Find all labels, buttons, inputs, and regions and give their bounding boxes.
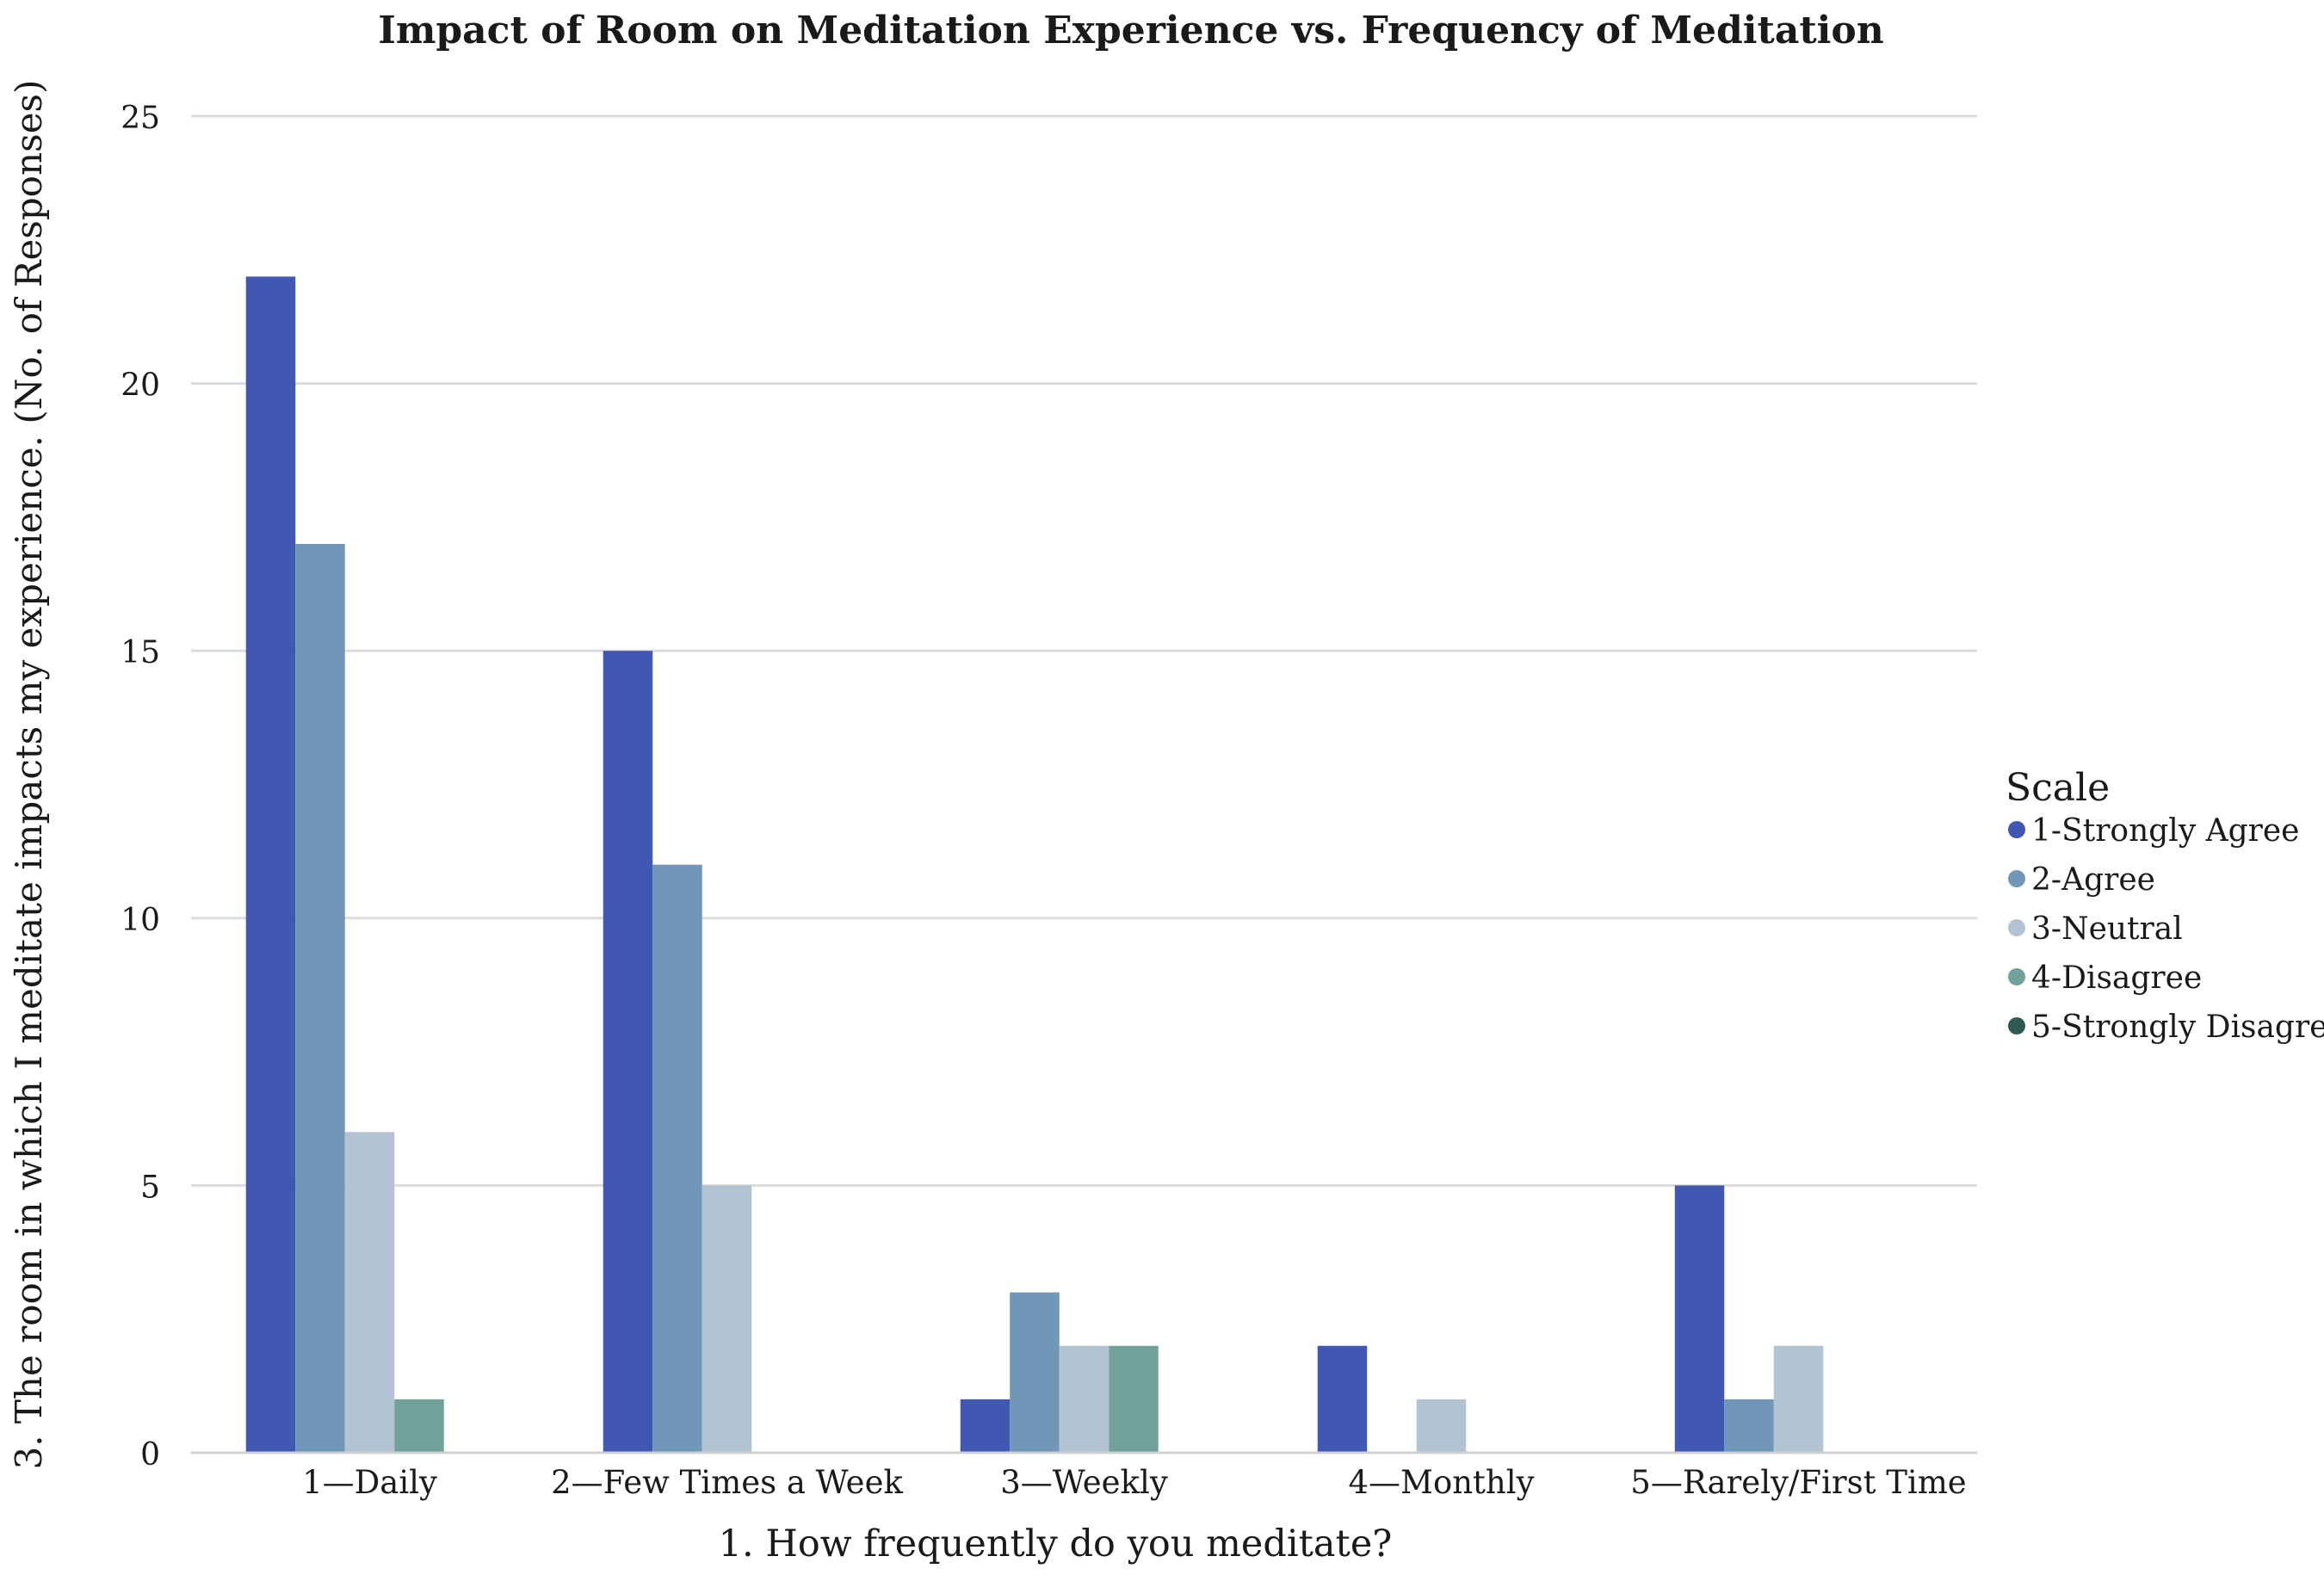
bar	[245, 276, 296, 1453]
x-axis-title: 1. How frequently do you meditate?	[719, 1522, 1393, 1566]
legend: 1-Strongly Agree 2-Agree 3-Neutral 4-Disagr…	[2008, 813, 2324, 1045]
x-tick-label: 5—Rarely/First Time	[1630, 1464, 1966, 1501]
y-tick-label: 25	[121, 101, 160, 136]
x-tick-label: 2—Few Times a Week	[551, 1464, 903, 1501]
legend-label: 3-Neutral	[2031, 911, 2183, 947]
legend-title: Scale	[2006, 766, 2110, 810]
bar	[702, 1185, 752, 1453]
legend-swatch	[2008, 821, 2025, 838]
x-tick-label: 3—Weekly	[1000, 1464, 1168, 1501]
y-tick-label: 0	[140, 1437, 160, 1473]
bar	[652, 864, 702, 1453]
legend-label: 4-Disagree	[2031, 960, 2202, 996]
bar-layer	[245, 276, 1824, 1454]
legend-swatch	[2008, 919, 2025, 936]
axis-layer: 0 5 10 15 20 25 1—Daily 2—Few Times a Week 3—Wee…	[121, 101, 1977, 1501]
bar	[344, 1132, 395, 1453]
y-axis-title: 3. The room in which I meditate impacts …	[8, 80, 50, 1470]
bar	[1724, 1399, 1774, 1453]
bar	[1059, 1345, 1109, 1453]
legend-swatch	[2008, 870, 2025, 887]
bar	[1109, 1345, 1159, 1453]
y-tick-label: 20	[121, 368, 160, 404]
legend-label: 2-Agree	[2031, 862, 2155, 898]
bar	[1674, 1185, 1725, 1453]
legend-label: 1-Strongly Agree	[2031, 813, 2299, 849]
bar	[1010, 1292, 1060, 1453]
x-tick-label: 4—Monthly	[1349, 1464, 1535, 1501]
bar	[1317, 1345, 1368, 1453]
y-tick-label: 5	[140, 1170, 160, 1205]
bar	[603, 651, 653, 1453]
x-tick-label: 1—Daily	[302, 1464, 437, 1501]
bar	[1773, 1345, 1824, 1453]
legend-swatch	[2008, 968, 2025, 985]
bar	[295, 543, 345, 1454]
legend-label: 5-Strongly Disagree	[2031, 1010, 2324, 1045]
y-tick-label: 15	[121, 635, 160, 670]
bar	[394, 1399, 444, 1453]
chart-title: Impact of Room on Meditation Experience …	[378, 9, 1883, 52]
legend-swatch	[2008, 1017, 2025, 1034]
bar	[1416, 1399, 1467, 1453]
bar	[960, 1399, 1011, 1453]
y-tick-label: 10	[121, 903, 160, 938]
